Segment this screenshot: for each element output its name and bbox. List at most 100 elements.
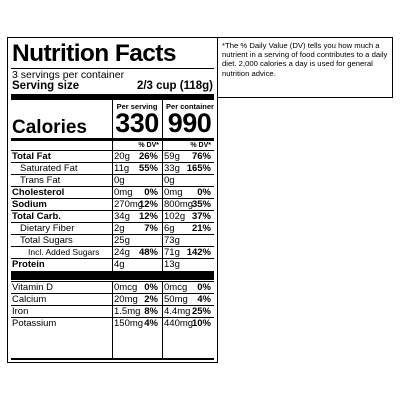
row-divider bbox=[11, 174, 214, 175]
col-divider-2b bbox=[162, 281, 163, 358]
serving-dv: 12% bbox=[138, 199, 158, 210]
col-divider-2 bbox=[162, 100, 163, 275]
serving-amount: 24g bbox=[114, 247, 130, 258]
nutrient-row: Total Fat 20g 26% 59g 76% bbox=[11, 150, 214, 162]
nutrient-row: Total Sugars 25g 73g bbox=[11, 234, 214, 246]
nutrient-name: Vitamin D bbox=[12, 282, 54, 293]
serving-amount: 150mg bbox=[114, 318, 144, 329]
calories-per-container: 990 bbox=[167, 108, 212, 138]
row-divider bbox=[11, 222, 214, 223]
container-amount: 0mg bbox=[164, 187, 183, 198]
serving-amount: 1.5mg bbox=[114, 306, 141, 317]
row-divider bbox=[11, 258, 214, 259]
nutrient-row: Cholesterol 0mg 0% 0mg 0% bbox=[11, 186, 214, 198]
row-divider bbox=[11, 186, 214, 187]
serving-amount: 0mcg bbox=[114, 282, 138, 293]
nutrient-name: Dietary Fiber bbox=[20, 223, 75, 234]
nutrient-row: Sodium 270mg 12% 800mg 35% bbox=[11, 198, 214, 210]
container-amount: 13g bbox=[164, 259, 180, 270]
container-amount: 50mg bbox=[164, 294, 188, 305]
serving-dv: 7% bbox=[144, 223, 158, 234]
container-amount: 33g bbox=[164, 163, 180, 174]
container-dv: 35% bbox=[191, 199, 211, 210]
serving-amount: 0g bbox=[114, 175, 125, 186]
nutrient-row: Calcium 20mg 2% 50mg 4% bbox=[11, 293, 214, 305]
dv-header-serving: % DV* bbox=[138, 142, 159, 149]
container-dv: 0% bbox=[197, 282, 211, 293]
nutrient-row: Vitamin D 0mcg 0% 0mcg 0% bbox=[11, 281, 214, 293]
container-dv: 76% bbox=[191, 151, 211, 162]
nutrient-row: Potassium 150mg 4% 440mg 10% bbox=[11, 317, 214, 329]
serving-amount: 20mg bbox=[114, 294, 138, 305]
serving-amount: 20g bbox=[114, 151, 130, 162]
label-title: Nutrition Facts bbox=[12, 40, 176, 67]
nutrient-row: Dietary Fiber 2g 7% 6g 21% bbox=[11, 222, 214, 234]
nutrient-name: Incl. Added Sugars bbox=[28, 247, 100, 257]
nutrient-name: Saturated Fat bbox=[20, 163, 78, 174]
serving-size-value: 2/3 cup (118g) bbox=[136, 80, 213, 92]
nutrient-name: Total Carb. bbox=[12, 211, 61, 222]
title-rule bbox=[11, 68, 214, 69]
col-divider-1 bbox=[112, 100, 113, 275]
row-divider bbox=[11, 281, 214, 282]
nutrient-row: Incl. Added Sugars 24g 48% 71g 142% bbox=[11, 246, 214, 258]
nutrient-name: Trans Fat bbox=[20, 175, 61, 186]
container-amount: 440mg bbox=[164, 318, 194, 329]
nutrient-row: Protein 4g 13g bbox=[11, 258, 214, 270]
per-serving-header: Per serving bbox=[116, 102, 158, 111]
row-divider bbox=[11, 198, 214, 199]
calories-rule bbox=[11, 138, 214, 141]
container-dv: 25% bbox=[191, 306, 211, 317]
serving-dv: 55% bbox=[138, 163, 158, 174]
daily-value-footnote: *The % Daily Value (DV) tells you how mu… bbox=[217, 37, 393, 98]
nutrient-name: Calcium bbox=[12, 294, 47, 305]
serving-amount: 11g bbox=[114, 163, 130, 174]
nutrient-name: Total Sugars bbox=[20, 235, 73, 246]
nutrient-row: Trans Fat 0g 0g bbox=[11, 174, 214, 186]
serving-amount: 2g bbox=[114, 223, 125, 234]
nutrition-label: Nutrition Facts 3 servings per container… bbox=[7, 37, 218, 363]
row-divider bbox=[11, 305, 214, 306]
col-divider-1b bbox=[112, 281, 113, 358]
row-divider bbox=[11, 293, 214, 294]
container-amount: 4.4mg bbox=[164, 306, 191, 317]
thick-rule-vitamins bbox=[11, 271, 214, 280]
serving-dv: 48% bbox=[138, 247, 158, 258]
container-dv: 4% bbox=[197, 294, 211, 305]
serving-dv: 0% bbox=[144, 282, 158, 293]
serving-dv: 0% bbox=[144, 187, 158, 198]
serving-size-label: Serving size bbox=[12, 80, 80, 92]
serving-amount: 270mg bbox=[114, 199, 144, 210]
calories-per-serving: 330 bbox=[115, 108, 159, 138]
row-divider bbox=[11, 246, 214, 247]
nutrient-name: Total Fat bbox=[12, 151, 51, 162]
serving-amount: 0mg bbox=[114, 187, 133, 198]
container-dv: 165% bbox=[186, 163, 211, 174]
row-divider bbox=[11, 210, 214, 211]
container-dv: 21% bbox=[191, 223, 211, 234]
serving-amount: 25g bbox=[114, 235, 130, 246]
container-amount: 0mcg bbox=[164, 282, 188, 293]
serving-amount: 4g bbox=[114, 259, 125, 270]
calories-label: Calories bbox=[12, 117, 87, 138]
per-container-header: Per container bbox=[166, 102, 214, 111]
container-dv: 142% bbox=[186, 247, 211, 258]
row-divider bbox=[11, 234, 214, 235]
container-amount: 73g bbox=[164, 235, 180, 246]
serving-dv: 26% bbox=[138, 151, 158, 162]
container-amount: 59g bbox=[164, 151, 180, 162]
servings-per-container: 3 servings per container bbox=[12, 69, 125, 81]
nutrient-row: Total Carb. 34g 12% 102g 37% bbox=[11, 210, 214, 222]
container-amount: 0g bbox=[164, 175, 175, 186]
row-divider bbox=[11, 162, 214, 163]
serving-dv: 2% bbox=[144, 294, 158, 305]
container-dv: 37% bbox=[191, 211, 211, 222]
row-divider bbox=[11, 150, 214, 151]
serving-dv: 4% bbox=[144, 318, 158, 329]
container-amount: 800mg bbox=[164, 199, 194, 210]
thick-rule-top bbox=[11, 94, 214, 100]
container-dv: 0% bbox=[197, 187, 211, 198]
nutrient-row: Iron 1.5mg 8% 4.4mg 25% bbox=[11, 305, 214, 317]
nutrient-name: Potassium bbox=[12, 318, 57, 329]
nutrient-name: Protein bbox=[12, 259, 45, 270]
